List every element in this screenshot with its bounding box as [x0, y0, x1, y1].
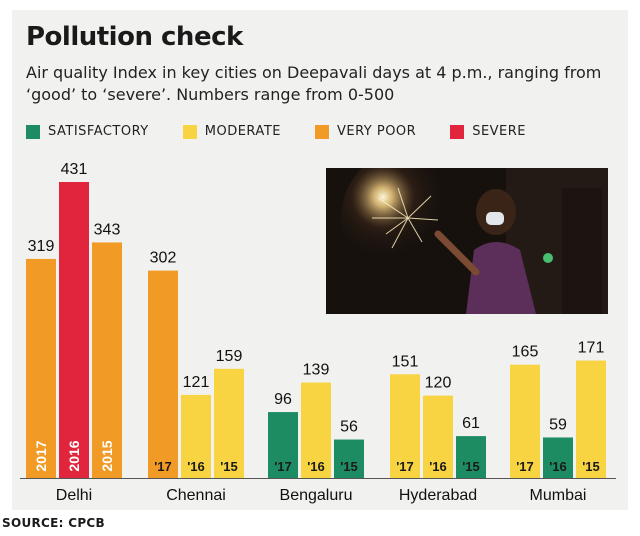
bar [214, 368, 244, 478]
source-note: SOURCE: CPCB [2, 516, 105, 530]
legend-label-severe: SEVERE [472, 124, 527, 139]
bar-year-label: '17 [396, 459, 414, 474]
legend-label-satisfactory: SATISFACTORY [48, 124, 149, 139]
bar [456, 436, 486, 478]
legend-swatch-moderate [182, 124, 197, 139]
bar [334, 439, 364, 478]
legend-item-very-poor: VERY POOR [314, 124, 417, 139]
bar-value-label: 121 [183, 374, 210, 391]
bar-year-label: '15 [582, 459, 600, 474]
bar-value-label: 120 [425, 375, 452, 392]
legend-swatch-very-poor [314, 124, 329, 139]
chart-subtitle: Air quality Index in key cities on Deepa… [26, 63, 602, 104]
bar-year-label: '15 [340, 459, 358, 474]
bar-value-label: 165 [512, 344, 539, 361]
bar-year-label: '17 [154, 459, 172, 474]
bar [26, 258, 56, 478]
bar [92, 242, 122, 478]
bar-value-label: 159 [216, 348, 243, 365]
bars-layer: 319 2017 431 2016 343 2015 Delhi 302 '17 121 '16 15… [20, 161, 616, 504]
bar-year-label: '16 [549, 459, 567, 474]
legend-swatch-severe [450, 124, 465, 139]
bar-year-label: '17 [516, 459, 534, 474]
bar [59, 182, 89, 478]
bar-value-label: 302 [150, 250, 177, 267]
photo-girl-with-sparkler [326, 168, 608, 314]
city-label: Delhi [56, 487, 92, 504]
bar-year-label: '17 [274, 459, 292, 474]
bar-value-label: 151 [392, 353, 419, 370]
photo-illustration [326, 168, 608, 314]
bar-year-label: 2017 [33, 440, 49, 471]
city-label: Chennai [166, 487, 226, 504]
bar-year-label: '16 [187, 459, 205, 474]
bar [510, 364, 540, 478]
legend-swatch-satisfactory [26, 124, 40, 139]
bar-value-label: 61 [462, 415, 480, 432]
bar-value-label: 431 [61, 161, 88, 178]
bar-year-label: '16 [307, 459, 325, 474]
bar [423, 395, 453, 478]
legend-label-very-poor: VERY POOR [336, 124, 417, 139]
bar-year-label: '15 [462, 459, 480, 474]
bar [301, 382, 331, 478]
city-label: Hyderabad [399, 487, 477, 504]
city-label: Mumbai [530, 487, 587, 504]
chart-title: Pollution check [26, 22, 243, 52]
bar [576, 360, 606, 478]
bar [181, 394, 211, 478]
bar-value-label: 56 [340, 419, 358, 436]
bar-year-label: '15 [220, 459, 238, 474]
legend-item-satisfactory: SATISFACTORY [26, 124, 149, 139]
legend-item-moderate: MODERATE [182, 124, 281, 139]
legend: SATISFACTORY MODERATE VERY POOR SEVERE [26, 124, 616, 139]
city-label: Bengaluru [280, 487, 353, 504]
bar [148, 270, 178, 478]
bar-year-label: 2016 [66, 440, 82, 471]
bar [390, 374, 420, 478]
bar-year-label: 2015 [99, 440, 115, 471]
legend-item-severe: SEVERE [450, 124, 526, 139]
bar-value-label: 59 [549, 416, 567, 433]
bar-year-label: '16 [429, 459, 447, 474]
bar-value-label: 96 [274, 391, 292, 408]
bar [543, 437, 573, 478]
bar-value-label: 139 [303, 362, 330, 379]
bar-value-label: 319 [28, 238, 55, 255]
bar [268, 412, 298, 478]
bar-value-label: 171 [578, 340, 605, 357]
bar-value-label: 343 [94, 221, 121, 238]
legend-label-moderate: MODERATE [204, 124, 281, 139]
